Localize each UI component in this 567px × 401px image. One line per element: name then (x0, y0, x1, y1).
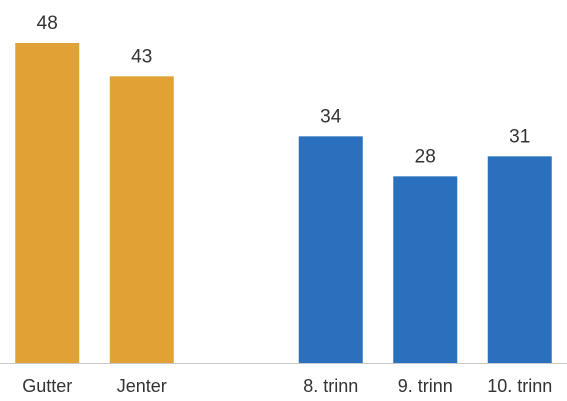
value-label-10-trinn: 31 (509, 126, 530, 147)
x-tick-label-8-trinn: 8. trinn (303, 376, 358, 396)
value-label-jenter: 43 (131, 46, 152, 67)
bars-group (15, 43, 552, 363)
value-label-gutter: 48 (37, 13, 58, 34)
x-tick-labels-group: Gutter Jenter 8. trinn 9. trinn 10. trinn (22, 376, 552, 396)
x-tick-label-gutter: Gutter (22, 376, 72, 396)
value-label-8-trinn: 34 (320, 106, 342, 127)
bar-jenter (109, 76, 174, 363)
x-tick-label-jenter: Jenter (117, 376, 167, 396)
bar-gutter (15, 43, 80, 363)
value-label-9-trinn: 28 (415, 146, 436, 167)
bar-9-trinn (393, 176, 458, 363)
bar-8-trinn (298, 136, 363, 363)
x-tick-label-10-trinn: 10. trinn (487, 376, 552, 396)
bar-10-trinn (487, 156, 552, 363)
value-labels-group: 48 43 34 28 31 (37, 13, 531, 167)
x-tick-label-9-trinn: 9. trinn (398, 376, 453, 396)
